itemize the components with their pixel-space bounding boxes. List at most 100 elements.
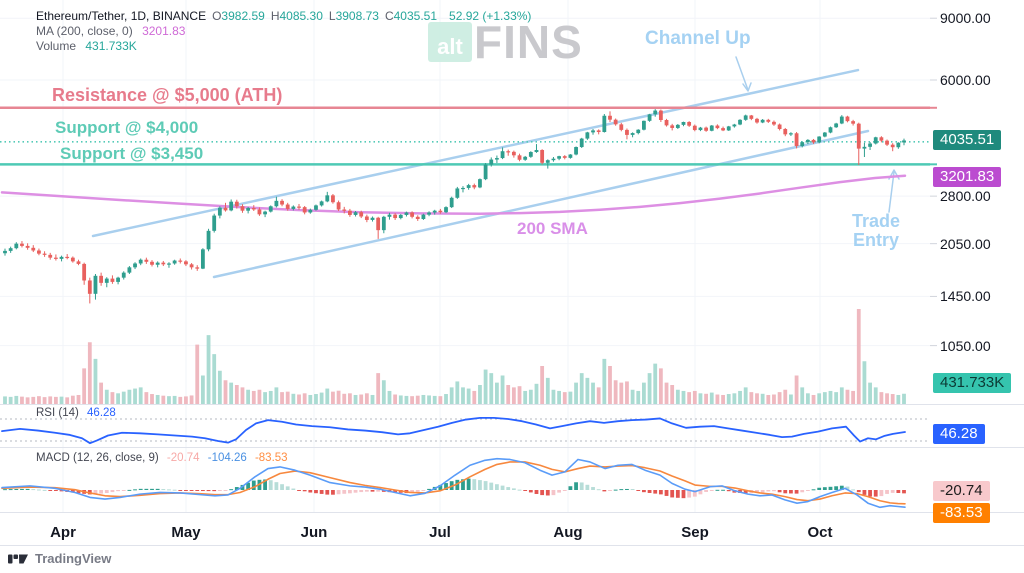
- macd-histogram-bar: [381, 490, 386, 492]
- macd-histogram-bar: [873, 490, 878, 497]
- macd-histogram-bar: [444, 483, 448, 490]
- macd-histogram-bar: [240, 484, 245, 490]
- symbol-legend-row[interactable]: Ethereum/Tether, 1D, BINANCE O3982.59 H408…: [36, 9, 537, 23]
- tradingview-attribution[interactable]: TradingView: [8, 551, 111, 566]
- macd-histogram-bar: [839, 485, 844, 490]
- rsi-legend-row[interactable]: RSI (14) 46.28: [36, 407, 121, 419]
- macd-histogram-bar: [48, 490, 53, 491]
- macd-histogram-bar: [568, 486, 573, 490]
- volume-bar: [483, 369, 488, 404]
- macd-histogram-bar: [246, 482, 251, 490]
- volume-bar: [783, 389, 788, 404]
- ohlc-value: 4085.30: [279, 9, 323, 23]
- volume-bar: [868, 382, 872, 404]
- last-price-badge: 4035.51: [933, 130, 1002, 151]
- volume-bar: [444, 394, 448, 404]
- candle-down: [506, 151, 511, 153]
- macd-histogram-bar: [274, 482, 279, 490]
- candle-down: [280, 200, 284, 205]
- candle-up: [585, 132, 590, 139]
- trade-entry-line1: Trade: [851, 211, 901, 231]
- candle-up: [104, 278, 109, 283]
- macd-histogram-bar: [206, 490, 211, 492]
- macd-histogram-bar: [687, 490, 692, 498]
- volume-bar: [285, 391, 290, 404]
- candle-up: [579, 138, 584, 148]
- candle-down: [297, 206, 301, 208]
- macd-histogram-bar: [625, 488, 629, 490]
- volume-bar: [642, 382, 646, 404]
- altfins-watermark-logo: alt FINS: [428, 19, 583, 65]
- volume-bar: [851, 390, 856, 404]
- volume-bar: [20, 396, 24, 404]
- sma-annotation: 200 SMA: [517, 219, 588, 238]
- macd-histogram-bar: [172, 489, 177, 491]
- volume-bar: [760, 393, 765, 404]
- ma-legend-row[interactable]: MA (200, close, 0) 3201.83: [36, 24, 191, 38]
- candle-up: [839, 116, 844, 124]
- macd-histogram-bar: [670, 490, 675, 498]
- macd-histogram-bar: [53, 490, 58, 491]
- candle-up: [8, 248, 13, 251]
- candle-up: [483, 164, 488, 180]
- month-label-apr: Apr: [50, 524, 76, 541]
- macd-histogram-bar: [534, 490, 539, 494]
- volume-bar: [664, 382, 669, 404]
- macd-histogram-bar: [608, 490, 612, 491]
- macd-signal-badge: -83.53: [933, 503, 990, 523]
- candle-up: [896, 142, 901, 148]
- macd-signal-value: -83.53: [254, 452, 288, 464]
- price-label: 1050.00: [940, 337, 991, 354]
- macd-histogram-bar: [511, 488, 516, 490]
- candle-up: [822, 132, 827, 137]
- rsi-badge: 46.28: [933, 424, 985, 444]
- candle-up: [834, 123, 839, 128]
- channel-up-arrowhead: [742, 82, 752, 92]
- macd-histogram-bar: [178, 490, 183, 491]
- macd-histogram-bar: [331, 490, 335, 495]
- macd-histogram-bar: [704, 490, 709, 492]
- volume-bar: [325, 388, 330, 404]
- candle-down: [364, 216, 369, 220]
- macd-legend-row[interactable]: MACD (12, 26, close, 9) -20.74 -104.26 -…: [36, 452, 293, 464]
- macd-line-value: -104.26: [207, 452, 247, 464]
- macd-histogram-bar: [466, 478, 471, 490]
- candle-up: [325, 195, 330, 202]
- volume-bar: [155, 394, 160, 404]
- macd-histogram-bar: [415, 490, 420, 492]
- candle-up: [212, 215, 217, 231]
- volume-bar: [613, 380, 618, 404]
- volume-bar: [274, 387, 279, 404]
- macd-histogram-bar: [144, 488, 149, 490]
- volume-bar: [478, 385, 482, 404]
- rsi-label: RSI (14): [36, 407, 79, 419]
- ma-indicator-label: MA (200, close, 0): [36, 24, 133, 38]
- volume-bar: [517, 386, 522, 404]
- volume-bar: [342, 393, 347, 404]
- macd-histogram-bar: [342, 490, 347, 494]
- macd-histogram-bar: [591, 487, 595, 490]
- volume-bar: [229, 382, 234, 404]
- macd-histogram-bar: [308, 490, 313, 493]
- candle-up: [817, 136, 822, 143]
- volume-bar: [189, 395, 194, 404]
- candle-up: [732, 124, 737, 127]
- macd-histogram-bar: [59, 490, 64, 492]
- support-4000-annotation: Support @ $4,000: [55, 118, 199, 137]
- candle-down: [715, 125, 720, 129]
- candle-up: [381, 216, 386, 231]
- macd-histogram-bar: [658, 490, 663, 495]
- volume-bar: [31, 396, 36, 404]
- volume-bar: [817, 393, 822, 404]
- volume-legend-row[interactable]: Volume 431.733K: [36, 39, 143, 53]
- macd-histogram-bar: [121, 490, 126, 491]
- candle-up: [675, 124, 680, 128]
- candle-up: [789, 133, 793, 135]
- candle-up: [647, 114, 652, 121]
- volume-bar: [568, 391, 573, 404]
- candle-down: [48, 254, 53, 258]
- candle-down: [195, 267, 200, 269]
- volume-bar: [511, 387, 516, 404]
- macd-histogram-bar: [229, 489, 234, 491]
